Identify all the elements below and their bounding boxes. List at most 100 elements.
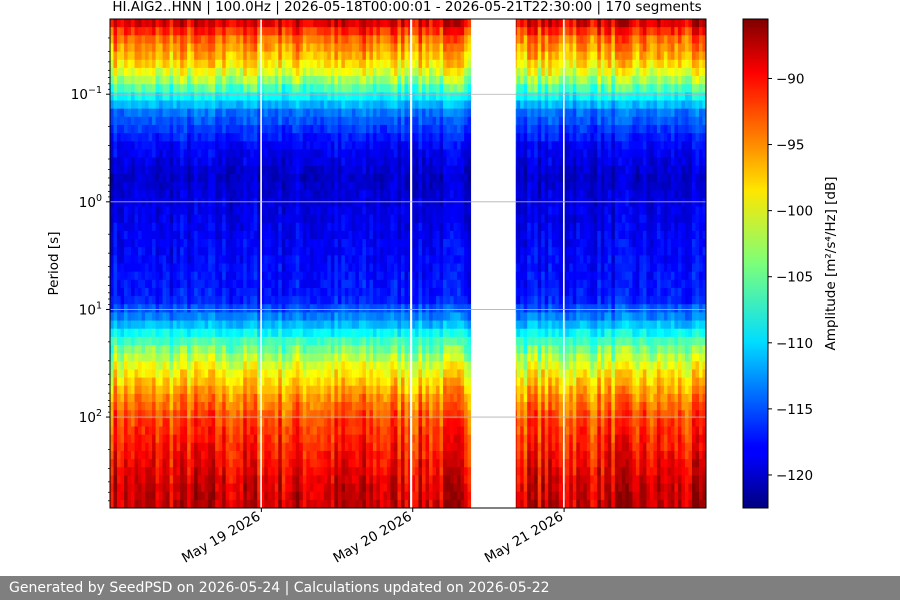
- heatmap-cell: [236, 336, 241, 346]
- heatmap-cell: [246, 92, 251, 102]
- heatmap-cell: [208, 255, 213, 265]
- heatmap-cell: [124, 35, 129, 45]
- heatmap-cell: [260, 67, 265, 77]
- heatmap-cell: [309, 328, 314, 338]
- heatmap-cell: [127, 377, 132, 387]
- heatmap-cell: [239, 124, 244, 134]
- heatmap-cell: [239, 165, 244, 175]
- heatmap-cell: [229, 239, 234, 248]
- heatmap-cell: [344, 491, 349, 501]
- heatmap-cell: [362, 67, 367, 77]
- heatmap-cell: [351, 304, 357, 313]
- heatmap-cell: [337, 27, 342, 36]
- heatmap-cell: [250, 304, 255, 313]
- heatmap-cell: [169, 393, 174, 403]
- heatmap-cell: [239, 483, 244, 493]
- heatmap-cell: [222, 35, 227, 45]
- heatmap-cell: [397, 239, 402, 248]
- heatmap-cell: [190, 206, 195, 216]
- heatmap-cell: [218, 353, 223, 362]
- heatmap-cell: [176, 230, 181, 240]
- heatmap-cell: [225, 27, 230, 36]
- heatmap-cell: [313, 230, 318, 240]
- heatmap-cell: [278, 206, 283, 216]
- heatmap-cell: [117, 304, 122, 313]
- heatmap-cell: [309, 165, 314, 175]
- heatmap-cell: [362, 198, 367, 208]
- heatmap-cell: [124, 27, 129, 36]
- heatmap-cell: [292, 141, 297, 150]
- heatmap-cell: [215, 214, 220, 224]
- heatmap-cell: [236, 198, 241, 208]
- heatmap-cell: [232, 92, 237, 102]
- heatmap-cell: [260, 475, 265, 485]
- heatmap-cell: [113, 230, 118, 240]
- heatmap-cell: [383, 312, 388, 322]
- heatmap-cell: [145, 385, 150, 395]
- heatmap-cell: [194, 499, 199, 508]
- heatmap-cell: [145, 35, 150, 45]
- heatmap-cell: [372, 124, 378, 134]
- heatmap-cell: [264, 320, 269, 330]
- heatmap-cell: [162, 206, 167, 216]
- heatmap-cell: [362, 263, 367, 273]
- heatmap-cell: [397, 76, 402, 85]
- heatmap-cell: [127, 116, 132, 126]
- heatmap-cell: [278, 304, 283, 313]
- heatmap-cell: [145, 59, 150, 69]
- heatmap-cell: [232, 149, 237, 159]
- heatmap-cell: [152, 222, 157, 232]
- heatmap-cell: [358, 393, 364, 403]
- heatmap-cell: [397, 124, 402, 134]
- heatmap-cell: [162, 320, 167, 330]
- heatmap-cell: [239, 198, 244, 208]
- heatmap-cell: [110, 369, 115, 379]
- heatmap-cell: [351, 165, 357, 175]
- heatmap-cell: [194, 239, 199, 248]
- heatmap-cell: [162, 76, 167, 85]
- heatmap-cell: [334, 328, 339, 338]
- heatmap-cell: [117, 459, 122, 468]
- heatmap-cell: [344, 328, 349, 338]
- heatmap-cell: [183, 149, 188, 159]
- heatmap-cell: [264, 402, 269, 411]
- heatmap-cell: [383, 385, 388, 395]
- heatmap-cell: [225, 165, 230, 175]
- heatmap-cell: [397, 312, 402, 322]
- heatmap-cell: [124, 369, 129, 379]
- heatmap-cell: [180, 385, 185, 395]
- heatmap-cell: [267, 222, 272, 232]
- heatmap-cell: [155, 279, 160, 289]
- heatmap-cell: [180, 459, 185, 468]
- heatmap-cell: [211, 304, 216, 313]
- heatmap-cell: [166, 263, 171, 273]
- heatmap-cell: [379, 84, 385, 93]
- heatmap-cell: [320, 410, 325, 419]
- heatmap-cell: [166, 67, 171, 77]
- heatmap-cell: [309, 377, 314, 387]
- heatmap-cell: [194, 442, 199, 452]
- heatmap-cell: [288, 279, 293, 289]
- heatmap-cell: [348, 141, 353, 150]
- heatmap-cell: [330, 418, 335, 428]
- heatmap-cell: [208, 369, 213, 379]
- heatmap-cell: [218, 263, 223, 273]
- heatmap-cell: [225, 271, 230, 281]
- heatmap-cell: [155, 43, 160, 53]
- heatmap-cell: [141, 320, 146, 330]
- heatmap-cell: [169, 149, 174, 159]
- heatmap-cell: [362, 84, 367, 93]
- heatmap-cell: [239, 491, 244, 501]
- heatmap-cell: [120, 459, 125, 468]
- heatmap-cell: [239, 459, 244, 468]
- heatmap-cell: [390, 418, 395, 428]
- heatmap-cell: [278, 27, 283, 36]
- heatmap-cell: [376, 182, 381, 191]
- heatmap-cell: [260, 279, 265, 289]
- heatmap-cell: [271, 369, 276, 379]
- heatmap-cell: [264, 124, 269, 134]
- heatmap-cell: [383, 287, 388, 297]
- heatmap-cell: [148, 198, 153, 208]
- heatmap-cell: [232, 467, 237, 476]
- heatmap-cell: [134, 328, 139, 338]
